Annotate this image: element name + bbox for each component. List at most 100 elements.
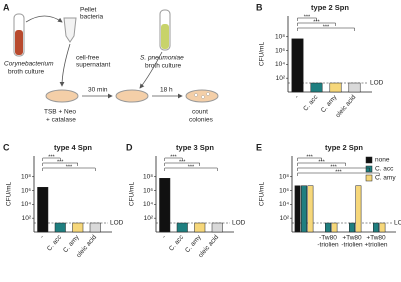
colony	[194, 93, 198, 97]
bar	[355, 185, 362, 233]
culture	[15, 30, 23, 55]
y-tick-label: 10⁴	[21, 201, 31, 208]
bar	[301, 185, 307, 233]
bar	[329, 82, 342, 93]
y-axis-label: CFU/mL	[259, 182, 266, 207]
x-tick-label: oleic acid	[335, 94, 358, 120]
x-tick-label: C. acc	[302, 93, 320, 112]
significance-bracket	[42, 157, 61, 161]
significance-label: ***	[48, 154, 55, 160]
significance-label: ***	[188, 164, 195, 170]
bar	[194, 222, 206, 233]
y-tick-label: 10⁸	[21, 173, 31, 180]
label: 18 h	[160, 87, 173, 94]
bar	[89, 222, 101, 233]
legend-label: none	[375, 157, 390, 164]
label: colonies	[189, 117, 214, 124]
significance-label: ***	[304, 14, 311, 20]
arrow	[25, 15, 63, 23]
y-tick-label: 10²	[280, 215, 290, 222]
legend-label: C. amy	[375, 175, 396, 182]
chart-title: type 4 Spn	[54, 143, 92, 152]
chart-title: type 3 Spn	[176, 143, 214, 152]
legend-swatch	[365, 156, 373, 164]
bar	[159, 178, 171, 233]
significance-bracket	[297, 17, 317, 21]
significance-label: ***	[313, 19, 320, 25]
x-tick-label: -triolien	[317, 242, 339, 249]
dish	[115, 89, 149, 103]
significance-bracket	[297, 22, 336, 26]
x-tick-label: -	[39, 234, 46, 240]
significance-bracket	[297, 167, 370, 171]
significance-bracket	[297, 172, 380, 176]
bar	[211, 222, 223, 233]
eppendorf	[63, 17, 77, 43]
y-tick-label: 10²	[276, 75, 286, 82]
x-tick-label: +Tw80	[366, 235, 386, 242]
chart-title: type 2 Spn	[325, 143, 363, 152]
x-tick-label: -	[161, 234, 168, 240]
lod-label: LOD	[394, 220, 401, 227]
label: Pellet	[80, 7, 96, 14]
label: bacteria	[80, 14, 104, 21]
diagram: A Corynebacterium broth culture Pellet b…	[3, 2, 219, 124]
panel-label: B	[256, 2, 263, 12]
y-tick-label: 10²	[22, 215, 32, 222]
bar	[291, 38, 304, 93]
significance-bracket	[42, 162, 78, 166]
y-tick-label: 10⁸	[275, 33, 285, 40]
bar	[373, 222, 379, 233]
label: broth culture	[8, 69, 45, 76]
panel-label: C	[3, 142, 10, 152]
bar	[310, 82, 323, 93]
legend-swatch	[365, 165, 373, 173]
x-tick-label: C. amy	[320, 93, 339, 114]
y-tick-label: 10⁴	[275, 61, 285, 68]
significance-bracket	[164, 167, 218, 171]
bar	[72, 222, 84, 233]
y-axis-label: CFU/mL	[129, 182, 136, 207]
bar	[331, 222, 338, 233]
y-axis-label: CFU/mL	[6, 182, 13, 207]
significance-bracket	[164, 157, 183, 161]
colony	[206, 92, 210, 96]
legend-swatch	[365, 174, 373, 182]
chart-title: type 2 Spn	[311, 3, 349, 12]
label: + catalase	[46, 117, 76, 124]
significance-bracket	[297, 157, 322, 161]
significance-label: ***	[66, 164, 73, 170]
label: supernatant	[76, 62, 111, 69]
bar	[176, 222, 188, 233]
x-tick-label: -triolien	[341, 242, 363, 249]
significance-label: ***	[170, 154, 177, 160]
lod-label: LOD	[232, 220, 246, 227]
significance-label: ***	[179, 159, 186, 165]
bar	[307, 185, 314, 233]
x-tick-label: -Tw80	[319, 235, 337, 242]
legend-label: C. acc	[375, 166, 394, 173]
y-tick-label: 10⁶	[275, 47, 285, 54]
y-axis-label: CFU/mL	[259, 42, 266, 67]
x-tick-label: -	[294, 94, 301, 100]
bar	[294, 185, 301, 233]
significance-label: ***	[323, 24, 330, 30]
label: Corynebacterium	[4, 61, 54, 68]
label: count	[192, 109, 208, 116]
lod-label: LOD	[370, 80, 384, 87]
y-tick-label: 10⁶	[279, 187, 289, 194]
y-tick-label: 10⁴	[143, 201, 153, 208]
panel-label: E	[256, 142, 262, 152]
colony	[201, 95, 205, 99]
significance-label: ***	[318, 159, 325, 165]
bar	[348, 82, 361, 93]
arrow	[59, 43, 71, 87]
x-tick-label: +Tw80	[342, 235, 362, 242]
label: 30 min	[88, 87, 108, 94]
arrow	[139, 51, 163, 89]
y-tick-label: 10⁶	[143, 187, 153, 194]
bar	[37, 186, 49, 233]
significance-label: ***	[330, 164, 337, 170]
culture	[161, 24, 169, 49]
